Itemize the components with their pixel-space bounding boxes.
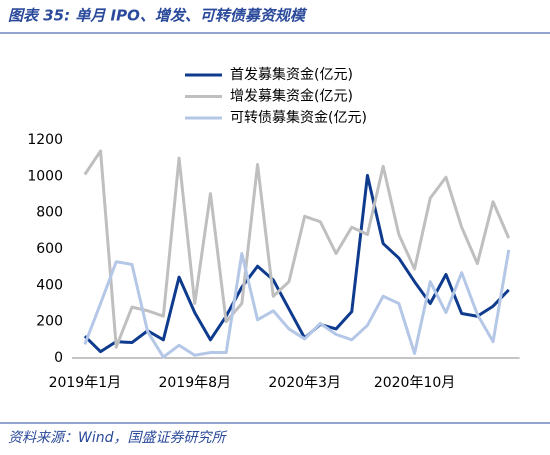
- x-tick-label: 2020年3月: [268, 375, 341, 391]
- y-tick-label: 800: [36, 205, 63, 221]
- y-tick-label: 600: [36, 241, 63, 257]
- legend-label: 可转债募集资金(亿元): [230, 109, 367, 126]
- x-tick-label: 2019年8月: [158, 375, 231, 391]
- y-tick-label: 400: [36, 277, 63, 293]
- series-line: [83, 149, 511, 349]
- legend-label: 增发募集资金(亿元): [230, 88, 353, 105]
- x-tick-label: 2019年1月: [49, 375, 122, 391]
- x-tick-label: 2020年10月: [374, 375, 455, 391]
- y-tick-label: 1200: [27, 132, 63, 148]
- y-tick-label: 0: [54, 350, 63, 366]
- y-tick-label: 1000: [27, 168, 63, 184]
- legend-label: 首发募集资金(亿元): [230, 66, 353, 83]
- series-line: [83, 173, 510, 354]
- source: 资料来源：Wind，国盛证券研究所: [8, 430, 227, 446]
- y-tick-label: 200: [36, 314, 63, 330]
- chart-title: 图表 35: 单月 IPO、增发、可转债募资规模: [8, 7, 308, 25]
- series-line: [83, 249, 511, 359]
